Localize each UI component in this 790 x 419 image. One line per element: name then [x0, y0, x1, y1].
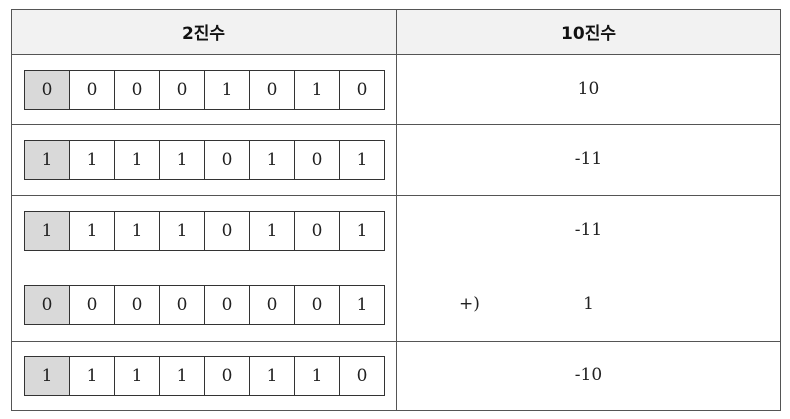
header-binary: 2진수 [181, 24, 226, 44]
sign-bit-cell: 1 [25, 141, 70, 179]
sign-bit-cell: 0 [25, 71, 70, 109]
bit-cell: 0 [205, 286, 250, 324]
bit-cell: 0 [70, 286, 115, 324]
bit-cell: 1 [70, 212, 115, 250]
binary-decimal-table: 2진수 10진수 0 0 0 0 1 0 1 0 10 1 1 1 1 0 1 … [11, 9, 781, 411]
bit-cell: 1 [115, 357, 160, 395]
header-decimal: 10진수 [561, 24, 616, 44]
bit-cell: 0 [295, 141, 340, 179]
bit-cell: 1 [250, 357, 295, 395]
bit-cell: 1 [115, 212, 160, 250]
bit-box-row: 1 1 1 1 0 1 0 1 [24, 140, 385, 180]
bit-cell: 1 [205, 71, 250, 109]
bit-box-row: 0 0 0 0 1 0 1 0 [24, 70, 385, 110]
decimal-value: -11 [574, 149, 603, 169]
decimal-value: 1 [583, 294, 594, 314]
bit-cell: 1 [356, 295, 368, 315]
bit-cell: 1 [250, 212, 295, 250]
bit-cell: 0 [356, 366, 368, 386]
bit-cell: 1 [356, 150, 368, 170]
bit-cell: 1 [356, 221, 368, 241]
bit-cell: 0 [250, 71, 295, 109]
decimal-value: -10 [574, 365, 603, 385]
bit-cell: 0 [205, 212, 250, 250]
bit-cell: 1 [70, 357, 115, 395]
bit-cell: 0 [356, 80, 368, 100]
bit-cell: 0 [160, 286, 205, 324]
sign-bit-cell: 0 [25, 286, 70, 324]
bit-cell: 1 [160, 212, 205, 250]
decimal-value: 10 [577, 79, 600, 99]
table-border-right [780, 9, 781, 411]
bit-cell: 1 [250, 141, 295, 179]
bit-box-row: 0 0 0 0 0 0 0 1 [24, 285, 385, 325]
bit-box-row: 1 1 1 1 0 1 1 0 [24, 356, 385, 396]
bit-cell: 0 [70, 71, 115, 109]
bit-cell: 1 [295, 357, 340, 395]
bit-cell: 0 [250, 286, 295, 324]
bit-cell: 0 [295, 286, 340, 324]
bit-cell: 1 [295, 71, 340, 109]
bit-cell: 1 [160, 357, 205, 395]
addition-operator: +) [459, 294, 480, 314]
bit-cell: 1 [160, 141, 205, 179]
bit-cell: 0 [205, 141, 250, 179]
column-divider [396, 9, 397, 411]
bit-cell: 0 [205, 357, 250, 395]
bit-cell: 1 [70, 141, 115, 179]
sign-bit-cell: 1 [25, 212, 70, 250]
decimal-value: -11 [574, 220, 603, 240]
bit-cell: 0 [295, 212, 340, 250]
bit-cell: 0 [160, 71, 205, 109]
bit-cell: 0 [115, 71, 160, 109]
sign-bit-cell: 1 [25, 357, 70, 395]
bit-cell: 1 [115, 141, 160, 179]
bit-cell: 0 [115, 286, 160, 324]
table-border-left [11, 9, 12, 411]
bit-box-row: 1 1 1 1 0 1 0 1 [24, 211, 385, 251]
